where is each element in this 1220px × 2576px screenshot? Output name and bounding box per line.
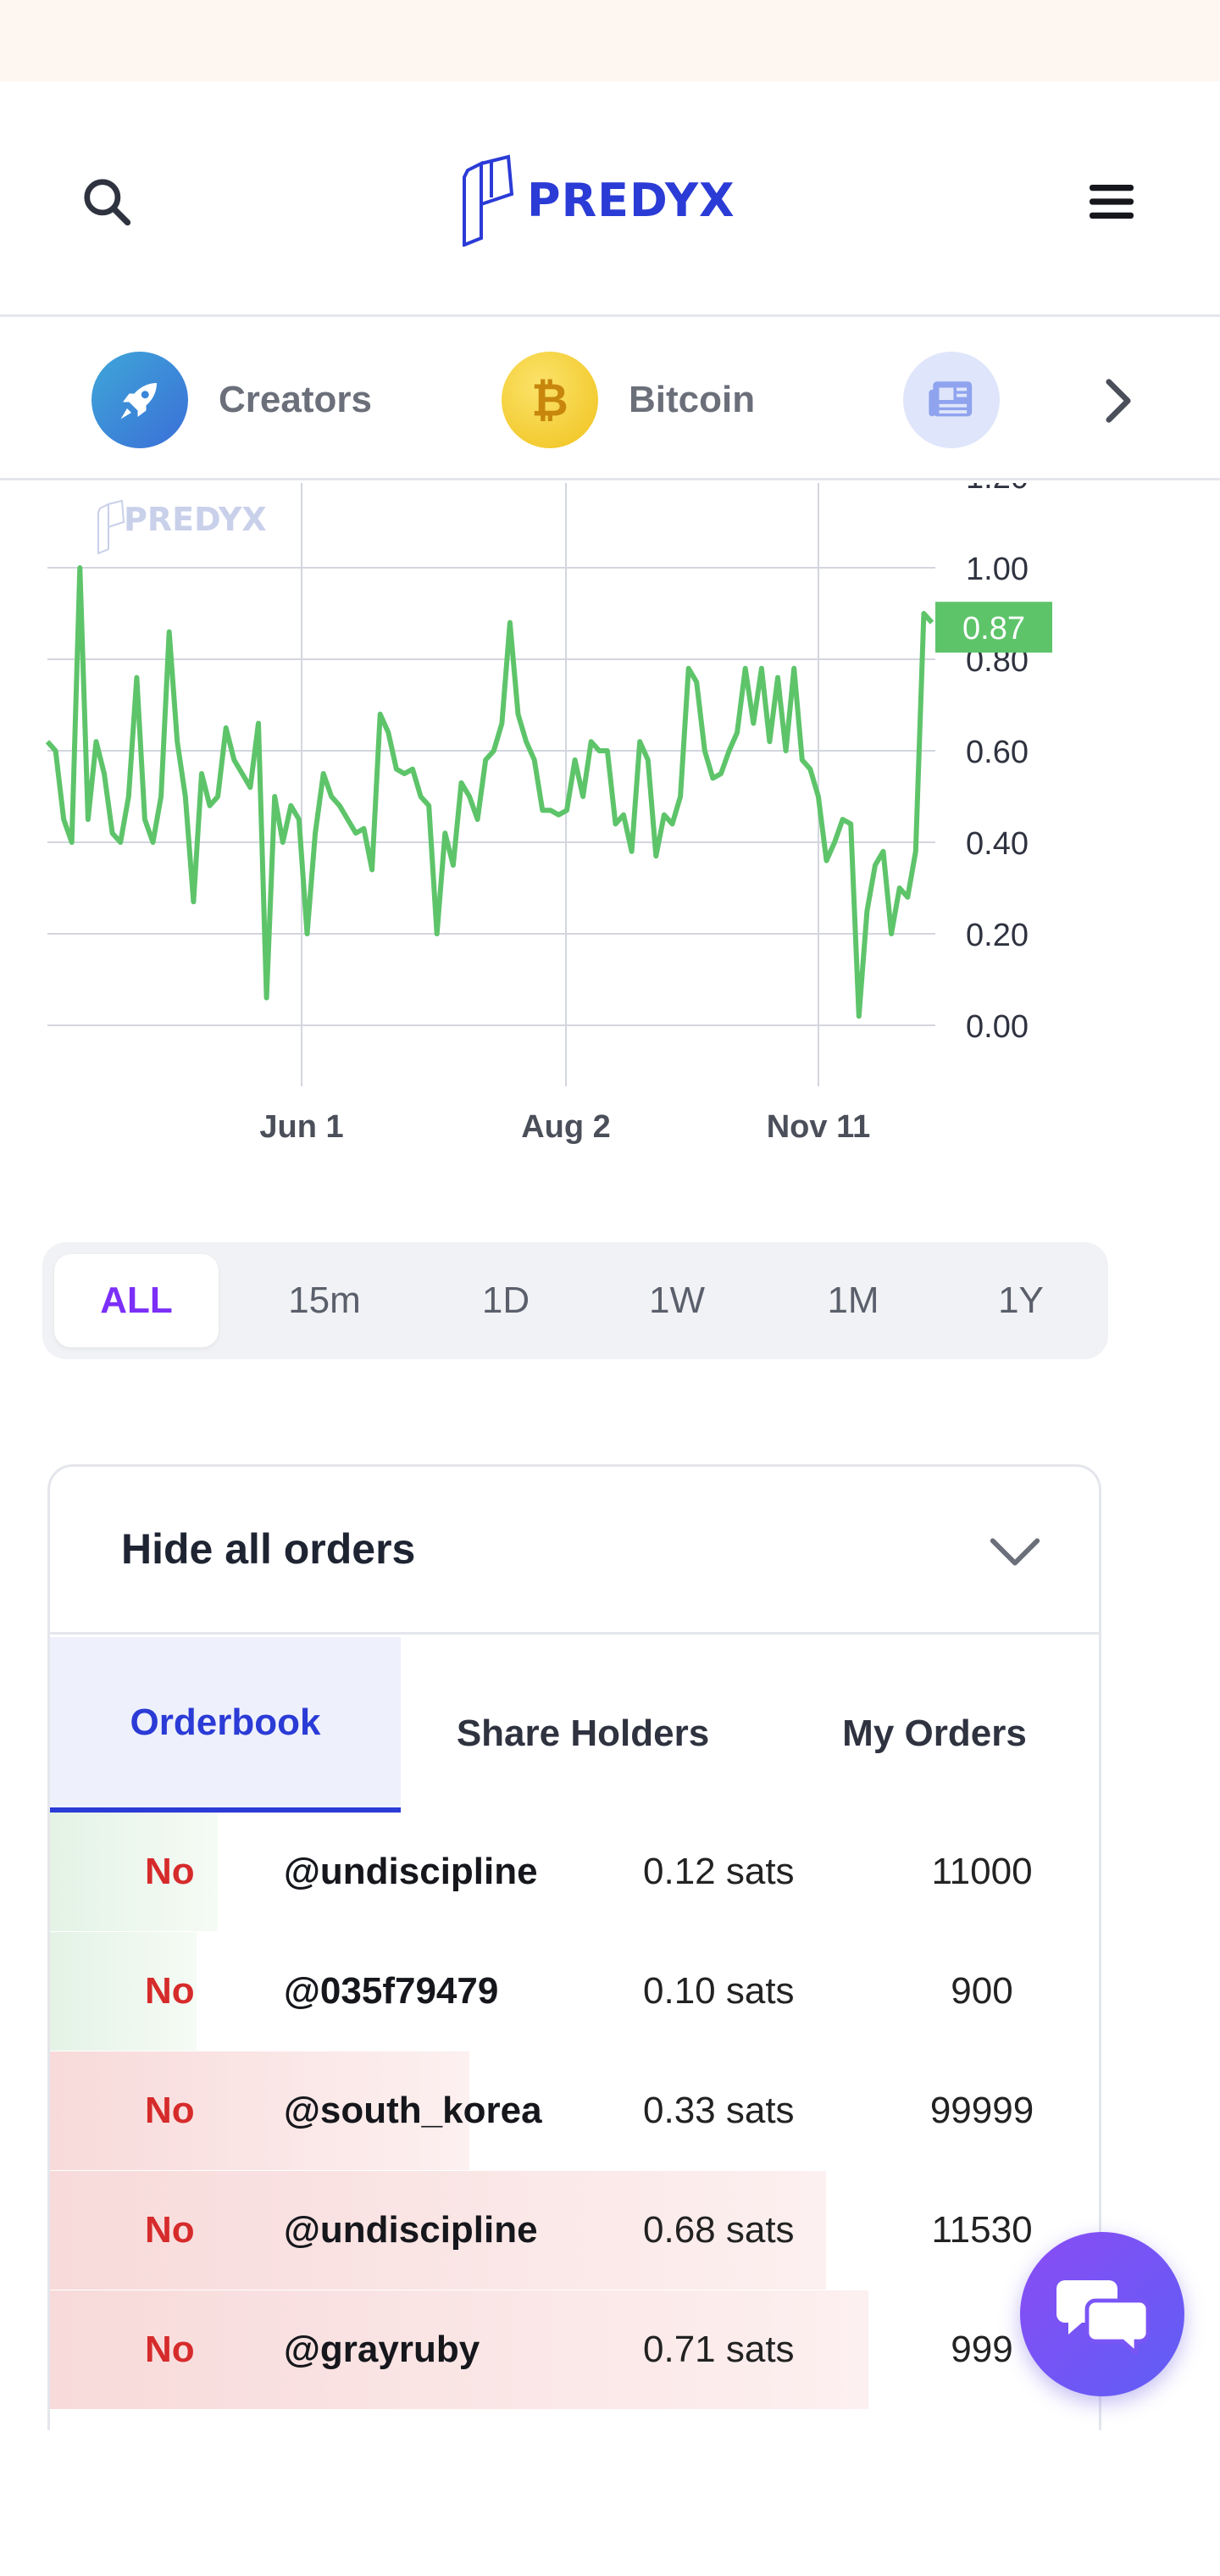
status-strip <box>0 0 1220 81</box>
orderbook-row[interactable]: No @undiscipline 0.12 sats 11000 <box>50 1813 1099 1931</box>
brand-logo[interactable]: PREDYX <box>458 149 762 251</box>
order-quantity: 999 <box>951 2329 1013 2370</box>
bitcoin-icon: ₿ <box>502 352 598 448</box>
timeframe-1d[interactable]: 1D <box>481 1280 530 1321</box>
chevron-down-icon <box>990 1538 1040 1566</box>
order-price: 0.33 sats <box>643 2090 795 2131</box>
x-tick-label: Aug 2 <box>521 1109 611 1145</box>
app-header <box>0 81 1220 317</box>
order-user: @undiscipline <box>284 1851 538 1892</box>
order-side: No <box>145 2329 195 2370</box>
orders-toggle-label: Hide all orders <box>121 1525 416 1573</box>
hide-orders-toggle[interactable]: Hide all orders <box>50 1467 1099 1635</box>
order-quantity: 900 <box>951 1970 1013 2012</box>
menu-button[interactable] <box>1076 166 1147 237</box>
order-user: @south_korea <box>284 2090 542 2131</box>
y-tick-label: 0.40 <box>966 826 1029 862</box>
watermark-mark-icon <box>97 499 125 555</box>
order-price: 0.12 sats <box>643 1851 795 1892</box>
orderbook-row[interactable]: No @south_korea 0.33 sats 99999 <box>50 2051 1099 2170</box>
orderbook-row[interactable]: No @undiscipline 0.68 sats 11530 <box>50 2171 1099 2290</box>
order-price: 0.68 sats <box>643 2209 795 2251</box>
rocket-icon <box>92 352 188 448</box>
order-quantity: 11000 <box>931 1851 1033 1892</box>
order-side: No <box>145 2209 195 2251</box>
category-bitcoin[interactable]: ₿ Bitcoin <box>502 350 755 450</box>
order-side: No <box>145 2090 195 2131</box>
category-bar: Creators ₿ Bitcoin <box>0 319 1220 480</box>
orders-panel: Hide all orders Orderbook Share Holders … <box>47 1464 1101 2430</box>
order-user: @035f79479 <box>284 1970 499 2012</box>
svg-text:₿: ₿ <box>531 374 568 427</box>
order-price: 0.10 sats <box>643 1970 795 2012</box>
orderbook-row[interactable]: No @035f79479 0.10 sats 900 <box>50 1932 1099 2051</box>
timeframe-1y[interactable]: 1Y <box>998 1280 1044 1321</box>
tab-my-orders[interactable]: My Orders <box>842 1712 1027 1754</box>
category-next-button[interactable] <box>1084 367 1152 435</box>
depth-bar <box>50 2290 868 2409</box>
order-quantity: 99999 <box>929 2090 1034 2131</box>
y-tick-label: 0.00 <box>966 1009 1029 1045</box>
price-series-line <box>45 565 934 1019</box>
order-quantity: 11530 <box>931 2209 1033 2251</box>
order-price: 0.71 sats <box>643 2329 795 2370</box>
category-creators[interactable]: Creators <box>92 350 372 450</box>
timeframe-1m[interactable]: 1M <box>827 1280 879 1321</box>
y-tick-label: 1.20 <box>966 483 1029 496</box>
newspaper-icon <box>903 352 1000 448</box>
y-tick-label: 0.60 <box>966 735 1029 770</box>
search-button[interactable] <box>71 166 142 237</box>
y-tick-label: 0.20 <box>966 918 1029 953</box>
logo-mark-icon <box>463 154 514 247</box>
chat-button[interactable] <box>1020 2232 1184 2396</box>
order-side: No <box>145 1851 195 1892</box>
order-user: @grayruby <box>284 2329 480 2370</box>
timeframe-selector: ALL 15m 1D 1W 1M 1Y <box>42 1242 1108 1359</box>
depth-bar <box>50 1813 219 1931</box>
chat-bubbles-icon <box>1056 2280 1150 2355</box>
chevron-right-icon <box>1106 379 1131 423</box>
timeframe-1w[interactable]: 1W <box>649 1280 705 1321</box>
category-label: Creators <box>219 379 372 420</box>
order-side: No <box>145 1970 195 2012</box>
x-tick-label: Jun 1 <box>259 1109 343 1145</box>
search-icon <box>84 179 131 226</box>
orders-tabs: Orderbook Share Holders My Orders <box>50 1637 1099 1813</box>
y-tick-label: 1.00 <box>966 552 1029 587</box>
category-label: Bitcoin <box>629 379 756 420</box>
timeframe-all[interactable]: ALL <box>54 1254 219 1347</box>
depth-bar <box>50 2171 827 2290</box>
timeframe-15m[interactable]: 15m <box>288 1280 361 1321</box>
x-tick-label: Nov 11 <box>767 1109 871 1145</box>
current-value-label: 0.87 <box>962 611 1025 647</box>
category-news[interactable] <box>903 350 1000 450</box>
hamburger-menu-icon <box>1090 185 1134 219</box>
depth-bar <box>50 1932 197 2051</box>
tab-share-holders[interactable]: Share Holders <box>456 1712 710 1754</box>
price-chart[interactable]: PREDYX 0.000.200.400.600.801.001.20Jun 1… <box>0 483 1220 1161</box>
tab-orderbook[interactable]: Orderbook <box>50 1637 401 1813</box>
order-user: @undiscipline <box>284 2209 538 2251</box>
orderbook-row[interactable]: No @grayruby 0.71 sats 999 <box>50 2290 1099 2409</box>
chart-watermark: PREDYX <box>124 501 267 538</box>
current-value-badge <box>935 602 1052 653</box>
brand-name: PREDYX <box>527 173 735 227</box>
depth-bar <box>50 2051 470 2170</box>
